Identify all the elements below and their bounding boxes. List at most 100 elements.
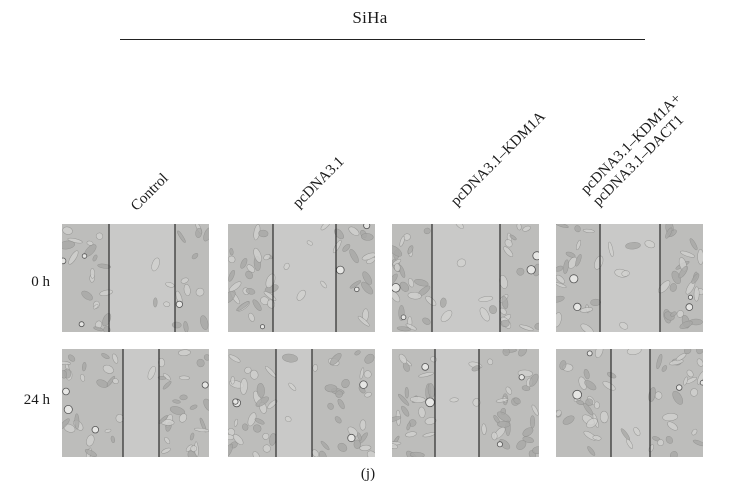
cell: [556, 274, 565, 284]
cell: [407, 292, 422, 300]
cell: [263, 254, 271, 261]
cell: [311, 449, 319, 457]
cell: [406, 422, 411, 431]
cell: [408, 278, 414, 288]
cell: [516, 224, 522, 231]
cell: [248, 312, 255, 322]
cell: [626, 438, 634, 449]
row-label-0h: 0 h: [31, 274, 50, 290]
cell: [680, 250, 695, 258]
cell: [196, 358, 205, 368]
cell: [608, 241, 614, 257]
cell: [200, 315, 209, 330]
cell: [584, 380, 597, 391]
round-cell: [392, 283, 401, 293]
cell: [112, 353, 119, 364]
cell: [177, 230, 186, 243]
micrograph-kdm1a-24h: [392, 349, 539, 457]
cell: [101, 353, 110, 360]
round-cell: [347, 433, 356, 443]
cell: [392, 290, 401, 303]
round-cell: [685, 303, 694, 311]
cell: [556, 224, 569, 228]
cell: [110, 435, 116, 443]
cell: [334, 416, 342, 424]
cell: [253, 247, 262, 263]
cell: [401, 405, 410, 417]
column-label-line: pcDNA3.1: [289, 153, 348, 212]
round-cell: [81, 253, 88, 259]
cell: [74, 413, 80, 430]
cell: [556, 265, 564, 272]
cell: [229, 281, 242, 292]
cell: [672, 390, 684, 405]
cell: [425, 295, 437, 306]
cell: [320, 440, 330, 451]
micrograph-control-0h: [62, 224, 209, 332]
round-cell: [518, 374, 525, 381]
cell: [644, 240, 656, 249]
cell: [62, 370, 67, 379]
micrograph-kdm1a-dact1-0h: [556, 224, 703, 332]
cell: [282, 353, 298, 363]
cell: [93, 326, 104, 332]
cell: [491, 431, 498, 441]
cell: [513, 397, 521, 405]
round-cell: [573, 302, 582, 312]
cell: [349, 280, 362, 289]
cell: [657, 439, 664, 447]
cell: [633, 427, 641, 436]
micrograph-image: [556, 224, 703, 332]
cell: [335, 390, 343, 398]
cell: [399, 281, 409, 292]
cell: [592, 435, 602, 441]
cell: [329, 353, 342, 366]
round-cell: [354, 286, 360, 293]
cell: [203, 227, 209, 242]
column-label-control: Control: [128, 171, 172, 215]
micrograph-image: [228, 224, 375, 332]
round-cell: [62, 387, 70, 396]
cell: [320, 224, 332, 231]
round-cell: [526, 265, 536, 275]
cell: [481, 423, 487, 435]
cell: [665, 227, 673, 239]
cell: [262, 433, 270, 440]
cell: [407, 245, 414, 255]
cell: [353, 439, 361, 449]
cell: [258, 229, 269, 238]
cell: [398, 393, 410, 406]
round-cell: [400, 314, 407, 321]
cell: [254, 418, 265, 425]
cell: [361, 281, 374, 295]
cell: [562, 415, 575, 425]
cell: [424, 417, 437, 425]
round-cell: [62, 257, 67, 265]
cell: [179, 413, 187, 423]
round-cell: [336, 265, 345, 275]
micrograph-kdm1a-0h: [392, 224, 539, 332]
cell: [102, 364, 114, 374]
cell: [479, 307, 490, 322]
cell: [187, 450, 198, 457]
cell: [556, 409, 562, 417]
cell: [228, 269, 235, 282]
cell: [499, 439, 511, 450]
cell: [665, 436, 674, 444]
cell: [92, 254, 98, 262]
round-cell: [586, 350, 593, 357]
cell: [245, 270, 253, 280]
cell: [97, 263, 111, 269]
cell: [586, 418, 598, 429]
cell: [689, 238, 698, 251]
cell: [531, 404, 539, 416]
micrograph-image: [62, 349, 209, 457]
cell: [399, 235, 405, 247]
cell: [80, 374, 86, 382]
cell: [440, 310, 453, 323]
micrograph-image: [556, 349, 703, 457]
micrograph-pcdna31-24h: [228, 349, 375, 457]
cell: [189, 432, 195, 441]
cell: [242, 423, 249, 431]
column-label-line: pcDNA3.1–KDM1A: [447, 108, 549, 210]
